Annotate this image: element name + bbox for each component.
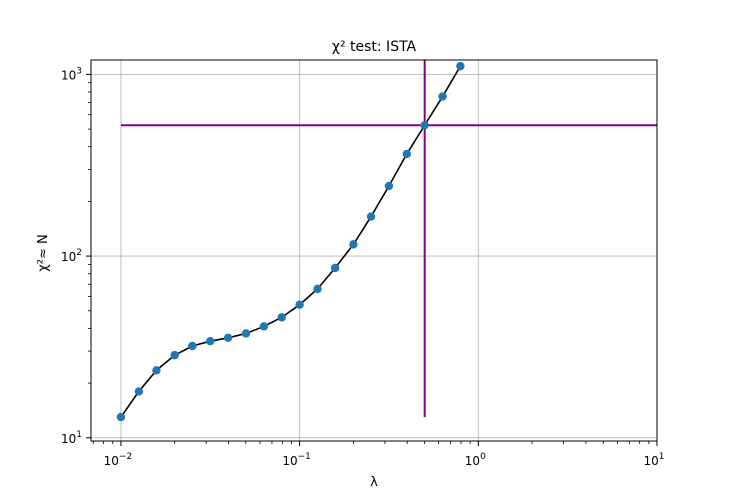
plot-frame <box>90 59 658 442</box>
data-point <box>241 329 251 338</box>
data-point <box>366 212 376 221</box>
x-tick-label: 10−2 <box>104 452 133 468</box>
y-tick-label: 103 <box>61 66 82 82</box>
series-layer <box>116 61 465 422</box>
data-point <box>277 313 286 322</box>
data-point <box>384 181 394 191</box>
data-point <box>456 61 465 71</box>
data-point <box>420 121 429 130</box>
x-tick-label: 100 <box>465 452 486 468</box>
data-point <box>206 337 215 346</box>
data-point <box>152 366 161 375</box>
data-point <box>438 92 447 101</box>
data-point <box>402 149 412 159</box>
axis-ticks: 10−2 10−1 100 101 101 102 103 <box>61 66 665 468</box>
data-point <box>223 333 233 343</box>
data-point <box>349 240 358 249</box>
x-tick-label: 10−1 <box>282 452 311 468</box>
data-point <box>313 284 322 294</box>
data-point <box>134 387 144 396</box>
y-tick-label: 102 <box>61 248 82 264</box>
data-point <box>259 322 269 331</box>
y-axis-label: χ²≈ N <box>36 234 51 271</box>
data-point <box>295 300 304 309</box>
y-tick-label: 101 <box>61 430 82 446</box>
reference-lines <box>120 60 657 418</box>
x-axis-label: λ <box>370 475 378 490</box>
data-point <box>116 412 126 422</box>
chart-title: χ² test: ISTA <box>332 39 417 55</box>
data-point <box>330 263 340 273</box>
data-point <box>188 341 197 351</box>
x-tick-label: 101 <box>643 452 664 468</box>
data-point <box>170 350 179 360</box>
